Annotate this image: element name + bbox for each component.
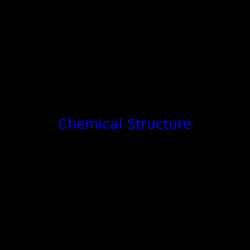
Text: Chemical Structure: Chemical Structure: [58, 118, 192, 132]
